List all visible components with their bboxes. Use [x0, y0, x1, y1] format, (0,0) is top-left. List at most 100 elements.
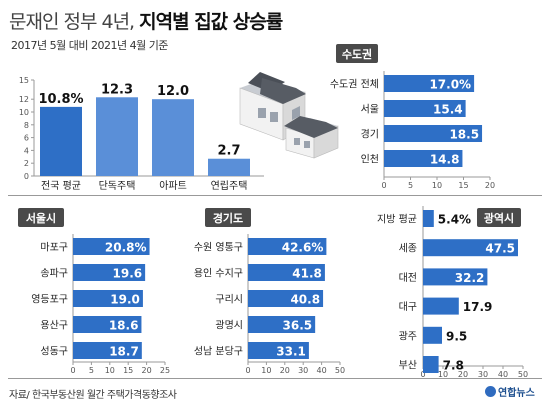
bar	[423, 239, 518, 257]
data-label: 12.3	[101, 82, 133, 97]
data-label: 47.5	[485, 242, 515, 256]
data-label: 10.8%	[38, 92, 83, 107]
x-tick-label: 40	[498, 370, 508, 379]
data-label: 18.6	[109, 319, 139, 333]
bar	[208, 158, 250, 176]
title-bold: 지역별 집값 상승률	[139, 11, 283, 33]
y-tick-label: 2	[24, 159, 29, 168]
page-title: 문재인 정부 4년, 지역별 집값 상승률	[9, 7, 283, 34]
x-tick-label: 15	[123, 366, 133, 375]
data-label: 15.4	[433, 103, 463, 117]
x-tick-label: 50	[518, 370, 528, 379]
x-tick-label: 5	[89, 366, 94, 375]
section-divider	[8, 195, 542, 196]
data-label: 17.0%	[429, 78, 471, 92]
category-label: 광주	[399, 330, 417, 342]
category-label: 아파트	[159, 180, 187, 192]
bar	[248, 264, 325, 281]
category-label: 경기	[361, 128, 379, 141]
x-tick-label: 50	[335, 366, 345, 375]
bar	[384, 150, 463, 167]
data-label: 17.9	[463, 300, 493, 314]
section-title: 서울시	[26, 211, 56, 225]
x-tick-label: 15	[458, 181, 468, 190]
category-label: 구리시	[215, 294, 243, 306]
bar	[152, 99, 194, 176]
y-tick-label: 10	[19, 108, 29, 117]
section-title: 수도권	[342, 48, 372, 61]
data-label: 33.1	[276, 345, 306, 359]
data-label: 2.7	[217, 144, 240, 159]
bar	[423, 297, 459, 315]
title-light: 문재인 정부 4년,	[9, 11, 135, 33]
category-label: 성남 분당구	[194, 346, 243, 358]
category-label: 송파구	[40, 268, 68, 280]
bar	[423, 356, 439, 373]
data-label: 36.5	[283, 319, 313, 333]
category-label: 대구	[399, 301, 417, 313]
category-label: 성동구	[40, 346, 68, 358]
x-tick-label: 10	[438, 370, 448, 379]
x-tick-label: 10	[261, 366, 271, 375]
x-tick-label: 20	[458, 370, 468, 379]
section-badge	[18, 208, 64, 227]
bar	[248, 342, 309, 359]
bar	[423, 210, 434, 227]
data-label: 9.5	[446, 329, 467, 343]
x-tick-label: 20	[485, 181, 495, 190]
data-label: 14.8	[430, 153, 460, 167]
bar	[384, 125, 483, 142]
x-tick-label: 10	[432, 181, 442, 190]
x-tick-label: 5	[408, 181, 413, 190]
bar	[73, 316, 142, 333]
data-label: 40.8	[290, 293, 320, 307]
data-label: 19.0	[110, 293, 140, 307]
data-label: 19.6	[113, 267, 143, 281]
data-label: 12.0	[157, 84, 189, 99]
x-tick-label: 0	[420, 370, 425, 379]
x-tick-label: 30	[478, 370, 488, 379]
house-icon	[239, 72, 339, 159]
publisher-logo: 연합뉴스	[485, 384, 535, 399]
category-label: 대전	[399, 272, 417, 284]
bar	[384, 100, 466, 117]
section-badge	[205, 208, 251, 227]
subtitle: 2017년 5월 대비 2021년 4월 기준	[11, 39, 168, 52]
category-label: 서울	[361, 104, 379, 116]
category-label: 영등포구	[31, 294, 68, 306]
data-label: 41.8	[292, 267, 322, 281]
category-label: 인천	[361, 154, 379, 166]
y-tick-label: 6	[24, 134, 29, 143]
bar	[423, 326, 442, 344]
source-note: 자료/ 한국부동산원 월간 주택가격동향조사	[9, 390, 177, 401]
bar	[248, 290, 324, 307]
x-tick-label: 20	[142, 366, 152, 375]
x-tick-label: 25	[160, 366, 170, 375]
x-tick-label: 40	[317, 366, 327, 375]
section-title: 광역시	[484, 211, 514, 225]
category-label: 세종	[399, 243, 417, 255]
category-label: 수원 영통구	[194, 242, 243, 254]
y-tick-label: 15	[19, 76, 29, 85]
y-tick-label: 4	[24, 146, 29, 155]
category-label: 지방 평균	[377, 214, 417, 226]
category-label: 부산	[399, 360, 417, 372]
y-tick-label: 8	[24, 121, 29, 130]
category-label: 연립주택	[211, 179, 248, 192]
x-tick-label: 30	[298, 366, 308, 375]
data-label: 5.4%	[438, 213, 471, 227]
category-label: 마포구	[40, 242, 68, 254]
section-title: 경기도	[213, 211, 243, 225]
category-label: 광명시	[215, 320, 243, 332]
section-badge	[477, 208, 521, 227]
bar	[384, 75, 475, 92]
category-label: 용인 수지구	[194, 268, 243, 280]
data-label: 7.8	[443, 359, 464, 373]
category-label: 전국 평균	[41, 180, 81, 192]
category-label: 단독주택	[99, 180, 136, 192]
bar	[96, 97, 138, 176]
logo-text: 연합뉴스	[498, 388, 535, 399]
bar	[248, 316, 316, 333]
data-label: 32.2	[455, 271, 485, 285]
